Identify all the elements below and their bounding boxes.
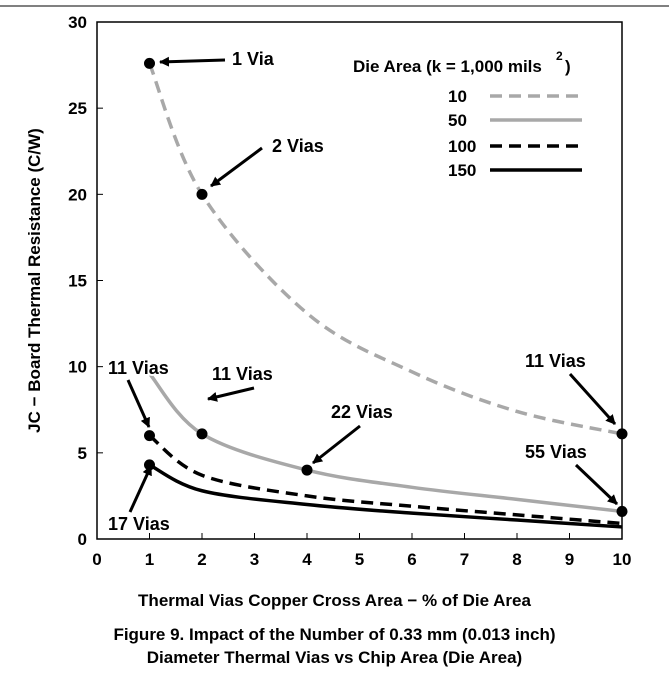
legend-label-10: 10 <box>448 87 467 106</box>
x-tick-label: 9 <box>565 550 574 569</box>
annotation-arrow <box>128 465 153 513</box>
legend-label-100: 100 <box>448 137 476 156</box>
annotation-arrow <box>568 372 617 426</box>
series-line-150 <box>148 463 623 529</box>
annotation-label: 11 Vias <box>108 358 169 378</box>
legend-label-50: 50 <box>448 111 467 130</box>
y-tick-label: 30 <box>68 13 87 32</box>
x-tick-label: 3 <box>250 550 259 569</box>
annotation-label: 17 Vias <box>108 514 170 534</box>
annotation-arrow <box>207 386 255 402</box>
data-point-marker <box>196 428 208 440</box>
annotation-arrow <box>126 379 151 428</box>
y-tick-label: 0 <box>78 530 87 549</box>
y-tick-label: 20 <box>68 185 87 204</box>
x-tick-label: 5 <box>355 550 364 569</box>
legend-title-close: ) <box>565 57 571 76</box>
y-tick-label: 15 <box>68 272 87 291</box>
annotation-label: 11 Vias <box>212 364 273 384</box>
annotation-label: 22 Vias <box>331 402 393 422</box>
figure-caption-line-2: Diameter Thermal Vias vs Chip Area (Die … <box>146 648 523 667</box>
x-axis-label: Thermal Vias Copper Cross Area − % of Di… <box>138 591 531 610</box>
annotation-label: 2 Vias <box>272 136 324 156</box>
series-line-100 <box>148 434 623 526</box>
x-tick-label: 6 <box>407 550 416 569</box>
data-point-marker <box>196 188 208 200</box>
annotation-arrow <box>210 146 263 188</box>
x-tick-label: 0 <box>92 550 101 569</box>
legend-title-superscript: 2 <box>556 49 563 63</box>
data-point-marker <box>301 464 313 476</box>
y-tick-label: 5 <box>78 444 87 463</box>
y-tick-label: 10 <box>68 358 87 377</box>
figure-caption-line-1: Figure 9. Impact of the Number of 0.33 m… <box>113 625 556 644</box>
legend-label-150: 150 <box>448 161 476 180</box>
x-tick-label: 8 <box>512 550 521 569</box>
x-tick-label: 10 <box>613 550 632 569</box>
x-tick-label: 1 <box>145 550 154 569</box>
data-point-marker <box>144 57 155 69</box>
x-tick-label: 2 <box>197 550 206 569</box>
data-point-marker <box>144 430 155 442</box>
x-tick-label: 7 <box>460 550 469 569</box>
series-line-10 <box>147 62 623 436</box>
annotation-label: 55 Vias <box>525 442 587 462</box>
x-tick-label: 4 <box>302 550 312 569</box>
y-tick-label: 25 <box>68 99 87 118</box>
annotation-arrow <box>312 424 361 465</box>
data-point-marker <box>616 505 628 517</box>
annotation-label: 1 Via <box>232 49 275 69</box>
data-point-marker <box>616 428 628 440</box>
annotation-arrow <box>574 463 619 506</box>
legend-title: Die Area (k = 1,000 mils <box>353 57 542 76</box>
annotation-arrow <box>159 56 226 67</box>
y-axis-label: JC − Board Thermal Resistance (C/W) <box>25 128 44 433</box>
annotation-label: 11 Vias <box>525 351 586 371</box>
